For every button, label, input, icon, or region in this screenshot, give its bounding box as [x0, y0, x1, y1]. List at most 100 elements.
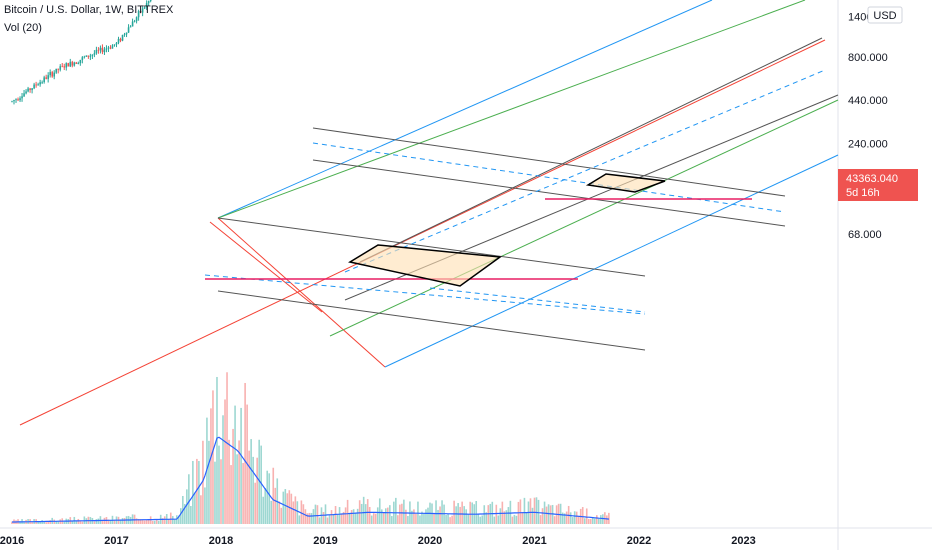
volume-bar-56: [123, 517, 126, 524]
volume-bar-237: [487, 505, 490, 524]
volume-bar-65: [141, 519, 144, 524]
volume-bar-124: [260, 445, 262, 524]
candle-40: [91, 54, 94, 60]
candle-63: [137, 9, 140, 21]
chart-title[interactable]: Bitcoin / U.S. Dollar, 1W, BITTREX: [4, 4, 174, 16]
candle-15: [41, 80, 43, 85]
candle-body-17: [45, 77, 47, 79]
volume-bar-99: [210, 408, 212, 524]
volume-bar-211: [435, 500, 437, 524]
candle-2: [15, 98, 17, 103]
volume-bar-258: [529, 498, 532, 524]
candle-body-55: [121, 34, 124, 41]
fork-blue-upper: [217, 0, 713, 219]
candle-44: [99, 45, 102, 54]
candle-4: [19, 96, 21, 102]
volume-bar-236: [485, 512, 488, 524]
volume-bar-131: [274, 487, 277, 524]
volume-bar-193: [399, 504, 401, 524]
candle-body-54: [119, 38, 122, 41]
volume-bar-26: [63, 521, 66, 524]
candle-14: [39, 79, 41, 87]
candle-body-3: [17, 99, 19, 101]
time-axis: 2016 2017 2018 2019 2020 2021 2022 2023: [0, 535, 756, 547]
volume-bar-260: [533, 497, 536, 524]
candle-body-7: [25, 91, 27, 94]
volume-bar-181: [374, 513, 377, 524]
volume-bar-248: [509, 500, 512, 524]
candle-body-24: [59, 66, 62, 70]
volume-indicator-label[interactable]: Vol (20): [4, 22, 42, 34]
candle-60: [131, 18, 134, 27]
volume-bar-187: [386, 507, 389, 524]
volume-bar-225: [463, 506, 465, 524]
volume-bar-102: [216, 376, 218, 524]
candle-1: [13, 99, 15, 105]
volume-bar-204: [421, 511, 423, 524]
currency-badge[interactable]: USD: [867, 6, 903, 24]
candle-body-44: [99, 47, 102, 51]
volume-bar-112: [236, 454, 238, 524]
candle-62: [135, 16, 138, 24]
volume-bar-79: [169, 512, 172, 524]
volume-bar-41: [93, 521, 96, 524]
volume-bar-10: [31, 521, 33, 524]
candle-body-40: [91, 54, 94, 56]
volume-bar-107: [226, 372, 228, 524]
candle-body-51: [113, 44, 116, 46]
volume-bar-94: [200, 495, 202, 524]
volume-bar-189: [391, 516, 393, 524]
candle-32: [75, 61, 78, 64]
volume-bar-115: [242, 462, 244, 524]
volume-bar-275: [563, 513, 566, 524]
fork-blue-lower: [384, 154, 839, 368]
candle-65: [141, 6, 144, 17]
candle-12: [35, 81, 37, 88]
candle-body-12: [35, 84, 37, 86]
volume-bar-214: [441, 500, 443, 524]
candle-61: [133, 19, 136, 23]
candle-body-56: [123, 34, 126, 35]
candle-46: [103, 46, 106, 55]
volume-bar-163: [338, 507, 341, 524]
volume-bar-240: [493, 516, 496, 524]
candle-20: [51, 70, 53, 78]
candle-34: [79, 59, 82, 66]
volume-bar-293: [600, 515, 602, 524]
volume-bar-86: [184, 503, 186, 524]
volume-bar-151: [314, 504, 317, 524]
volume-bar-71: [153, 520, 156, 524]
volume-bar-150: [312, 509, 315, 524]
volume-bar-73: [157, 520, 160, 524]
volume-bar-111: [234, 405, 236, 524]
candle-13: [37, 82, 39, 86]
candle-55: [121, 34, 124, 42]
volume-bar-233: [479, 516, 482, 524]
volume-bar-155: [322, 511, 325, 524]
candle-38: [87, 55, 90, 59]
last-price-value: 43363.040: [846, 173, 898, 185]
volume-bar-287: [587, 519, 590, 524]
volume-bar-62: [135, 518, 138, 524]
volume-bar-90: [192, 460, 194, 524]
fork-green-median: [217, 0, 806, 219]
price-axis-label-11: 800.000: [848, 52, 888, 64]
time-axis-label-4: 2020: [418, 535, 442, 547]
candle-body-36: [83, 56, 86, 58]
volume-bar-216: [445, 514, 447, 524]
volume-bar-68: [147, 519, 150, 524]
candle-body-1: [13, 100, 15, 102]
candle-body-30: [71, 61, 74, 66]
candle-27: [65, 62, 68, 71]
volume-bar-243: [499, 508, 502, 524]
volume-bar-128: [268, 473, 271, 524]
volume-bar-203: [419, 515, 421, 524]
channel-gray-2: [217, 290, 646, 351]
candle-51: [113, 44, 116, 47]
volume-bar-89: [190, 505, 192, 524]
volume-bar-245: [503, 511, 506, 524]
volume-bar-281: [575, 511, 578, 524]
volume-bar-205: [423, 513, 425, 524]
candle-body-31: [73, 62, 76, 66]
